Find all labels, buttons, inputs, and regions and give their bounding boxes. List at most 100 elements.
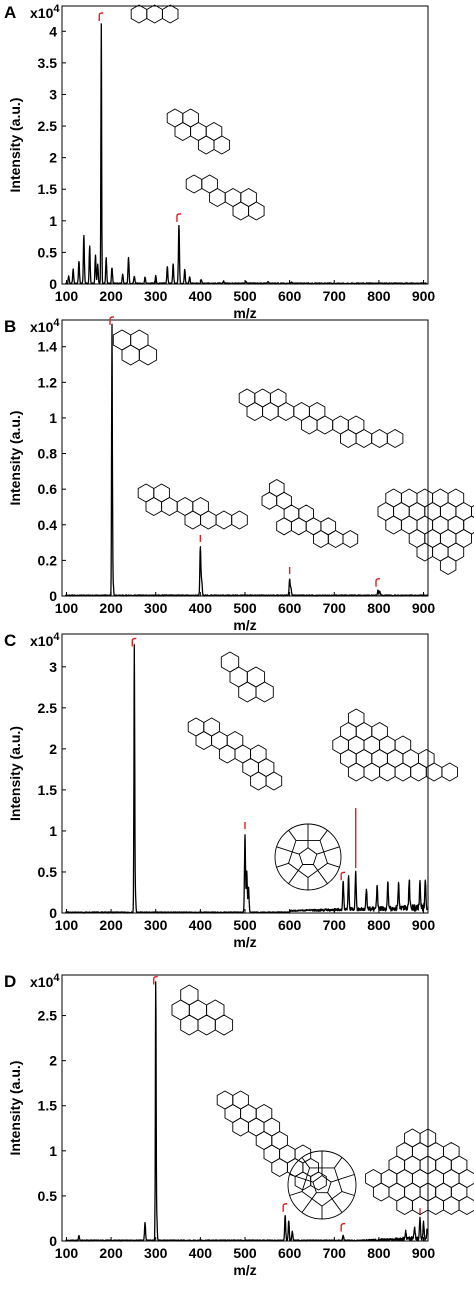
ring xyxy=(246,401,264,422)
y-axis-label: Intensity (a.u.) xyxy=(7,726,23,821)
ring xyxy=(255,681,274,703)
molecule-structure xyxy=(112,329,158,366)
y-tick-label: 0.5 xyxy=(38,244,58,260)
ring xyxy=(347,762,365,782)
x-tick-label: 200 xyxy=(99,1245,123,1261)
y-tick-label: 2 xyxy=(49,150,57,166)
x-tick-label: 200 xyxy=(99,288,123,304)
ring xyxy=(195,730,213,751)
ring xyxy=(138,344,158,366)
x-tick-label: 400 xyxy=(189,600,213,616)
plot-frame xyxy=(61,319,429,597)
y-tick-label: 0.2 xyxy=(38,552,58,568)
ring xyxy=(340,428,357,449)
ring xyxy=(161,496,178,517)
y-tick-label: 2.5 xyxy=(38,1008,58,1024)
peak-annotation xyxy=(176,213,181,222)
ring xyxy=(265,771,283,791)
molecule-structure xyxy=(166,108,231,155)
molecule-structure xyxy=(238,388,404,449)
y-tick-label: 0.4 xyxy=(38,517,58,533)
y-multiplier: x104 xyxy=(30,317,60,335)
ring xyxy=(371,428,388,449)
x-tick-label: 500 xyxy=(233,288,257,304)
y-multiplier: x104 xyxy=(30,631,60,649)
panel-letter: A xyxy=(4,3,16,22)
peak-annotation xyxy=(153,975,158,985)
ring xyxy=(213,135,231,155)
ring xyxy=(232,1117,249,1137)
ring xyxy=(215,510,233,530)
peak-annotation xyxy=(282,1203,288,1212)
spectrum-line xyxy=(65,23,428,285)
x-tick-label: 700 xyxy=(323,1245,347,1261)
ring xyxy=(197,135,215,155)
x-tick-label: 900 xyxy=(412,600,436,616)
x-axis-label: m/z xyxy=(233,934,256,950)
x-tick-label: 100 xyxy=(55,1245,79,1261)
x-tick-label: 100 xyxy=(55,917,79,933)
x-tick-label: 500 xyxy=(233,917,257,933)
y-axis-label: Intensity (a.u.) xyxy=(7,411,23,506)
ring xyxy=(471,505,474,518)
molecule-structure xyxy=(130,4,179,24)
x-tick-label: 600 xyxy=(278,288,302,304)
ring xyxy=(310,1171,327,1191)
ring xyxy=(180,1014,199,1036)
ring xyxy=(386,428,404,449)
y-tick-label: 1.5 xyxy=(38,1098,58,1114)
plot-frame xyxy=(61,5,429,285)
ring xyxy=(396,1195,413,1216)
molecule-structure xyxy=(171,984,234,1036)
peak-annotation xyxy=(131,637,137,647)
ring xyxy=(184,510,202,530)
y-multiplier: x104 xyxy=(30,972,60,990)
y-tick-label: 1 xyxy=(49,213,57,229)
x-tick-label: 200 xyxy=(99,600,123,616)
y-tick-label: 3 xyxy=(49,86,57,102)
ring xyxy=(218,744,236,764)
molecule-structure xyxy=(332,708,458,782)
y-tick-label: 1.5 xyxy=(38,782,58,798)
x-tick-label: 400 xyxy=(189,288,213,304)
y-tick-label: 3 xyxy=(49,659,57,675)
ring xyxy=(394,762,412,782)
y-tick-label: 0 xyxy=(49,1233,57,1249)
peak-annotation xyxy=(109,316,115,325)
x-tick-label: 900 xyxy=(412,288,436,304)
ring xyxy=(290,517,307,536)
y-tick-label: 4 xyxy=(49,23,57,39)
ring xyxy=(231,510,248,530)
y-tick-label: 1.4 xyxy=(38,339,58,355)
x-tick-label: 700 xyxy=(323,288,347,304)
ring xyxy=(463,515,474,535)
ring xyxy=(316,415,334,435)
ring xyxy=(439,555,457,576)
x-axis-label: m/z xyxy=(233,617,256,633)
y-tick-label: 1.2 xyxy=(38,374,58,390)
ring xyxy=(327,529,344,549)
y-tick-label: 0.6 xyxy=(38,481,58,497)
peak-annotation xyxy=(340,1222,346,1232)
ring xyxy=(443,1195,460,1216)
ring xyxy=(261,491,278,510)
ring xyxy=(130,4,148,24)
ring xyxy=(185,174,203,194)
x-tick-label: 600 xyxy=(278,600,302,616)
ring xyxy=(416,542,434,562)
peak-annotation xyxy=(98,12,104,21)
y-tick-label: 0.8 xyxy=(38,446,58,462)
ring xyxy=(250,771,267,791)
x-tick-label: 500 xyxy=(233,1245,257,1261)
ring xyxy=(238,681,257,703)
ring xyxy=(161,4,179,24)
ring xyxy=(197,1014,216,1036)
x-tick-label: 800 xyxy=(367,288,391,304)
ring xyxy=(209,187,226,208)
x-tick-label: 300 xyxy=(144,917,168,933)
ring xyxy=(372,1182,390,1202)
ring xyxy=(385,515,402,535)
y-tick-label: 0.5 xyxy=(38,1188,58,1204)
